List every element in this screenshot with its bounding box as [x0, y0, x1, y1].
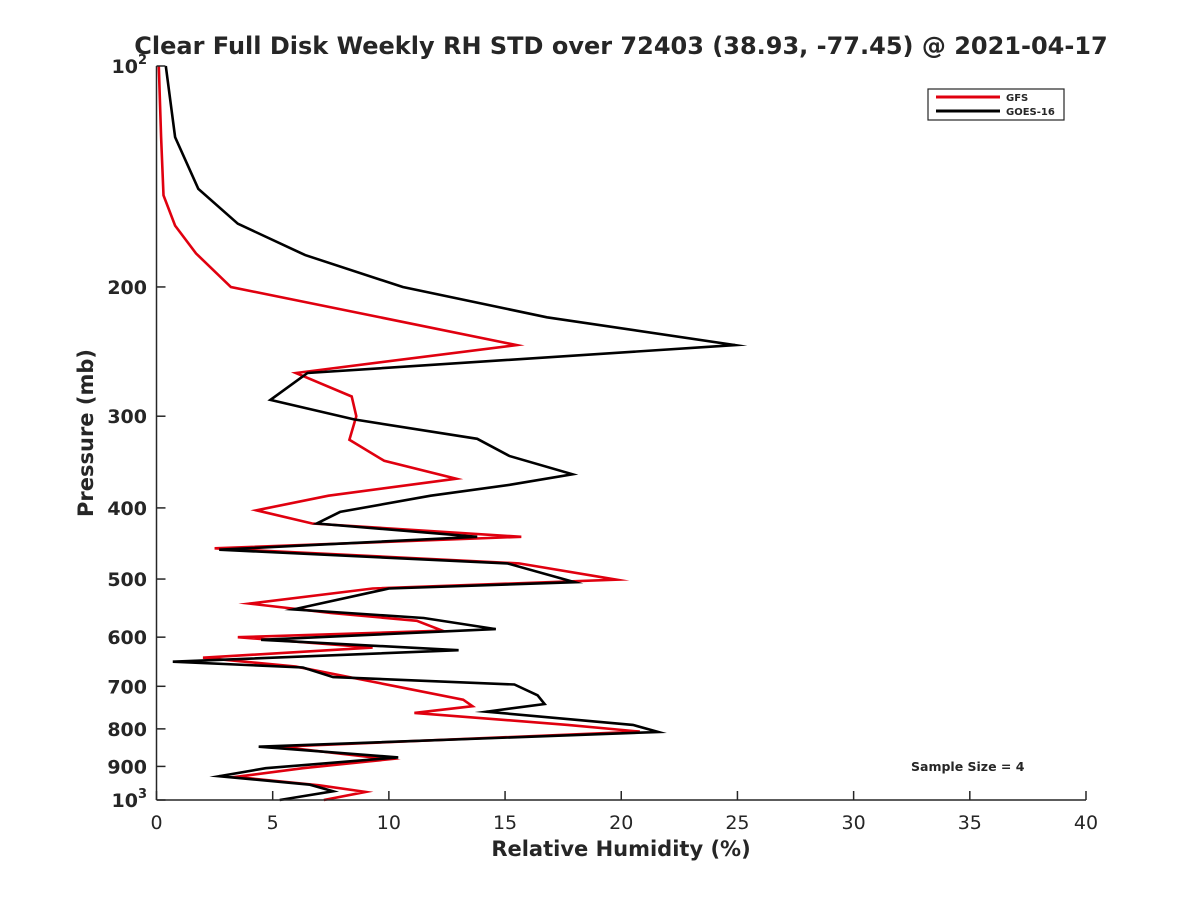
- y-axis-ticks: 102 200 300 400 500 600 700 800 900 103: [107, 53, 166, 812]
- y-tick-label: 103: [112, 787, 148, 812]
- series-layer: [157, 65, 748, 802]
- y-tick-label: 102: [112, 53, 148, 78]
- legend-label-goes-16: GOES-16: [1006, 107, 1055, 118]
- series-line-goes-16: [164, 65, 748, 802]
- x-tick-label: 35: [958, 812, 982, 834]
- y-tick-label: 200: [107, 277, 147, 299]
- x-tick-label: 5: [267, 812, 279, 834]
- legend: GFS GOES-16: [927, 88, 1065, 121]
- x-tick-label: 40: [1074, 812, 1098, 834]
- legend-label-gfs: GFS: [1006, 93, 1028, 104]
- y-tick-label: 400: [107, 498, 147, 520]
- y-tick-label: 700: [107, 676, 147, 698]
- x-tick-label: 30: [842, 812, 866, 834]
- x-tick-label: 15: [493, 812, 517, 834]
- y-tick-label: 800: [107, 719, 147, 741]
- x-tick-label: 0: [150, 812, 162, 834]
- y-tick-label: 300: [107, 406, 147, 428]
- y-tick-label: 900: [107, 756, 147, 778]
- x-tick-label: 25: [725, 812, 749, 834]
- sample-size-annotation: Sample Size = 4: [911, 759, 1025, 774]
- legend-box: [927, 88, 1065, 121]
- y-tick-label: 500: [107, 569, 147, 591]
- y-tick-label: 600: [107, 627, 147, 649]
- x-axis-label: Relative Humidity (%): [491, 837, 750, 861]
- x-tick-label: 10: [377, 812, 401, 834]
- chart-title: Clear Full Disk Weekly RH STD over 72403…: [134, 32, 1107, 60]
- x-axis-ticks: 0 5 10 15 20 25 30 35 40: [150, 791, 1098, 834]
- y-axis-label: Pressure (mb): [74, 349, 98, 517]
- x-tick-label: 20: [609, 812, 633, 834]
